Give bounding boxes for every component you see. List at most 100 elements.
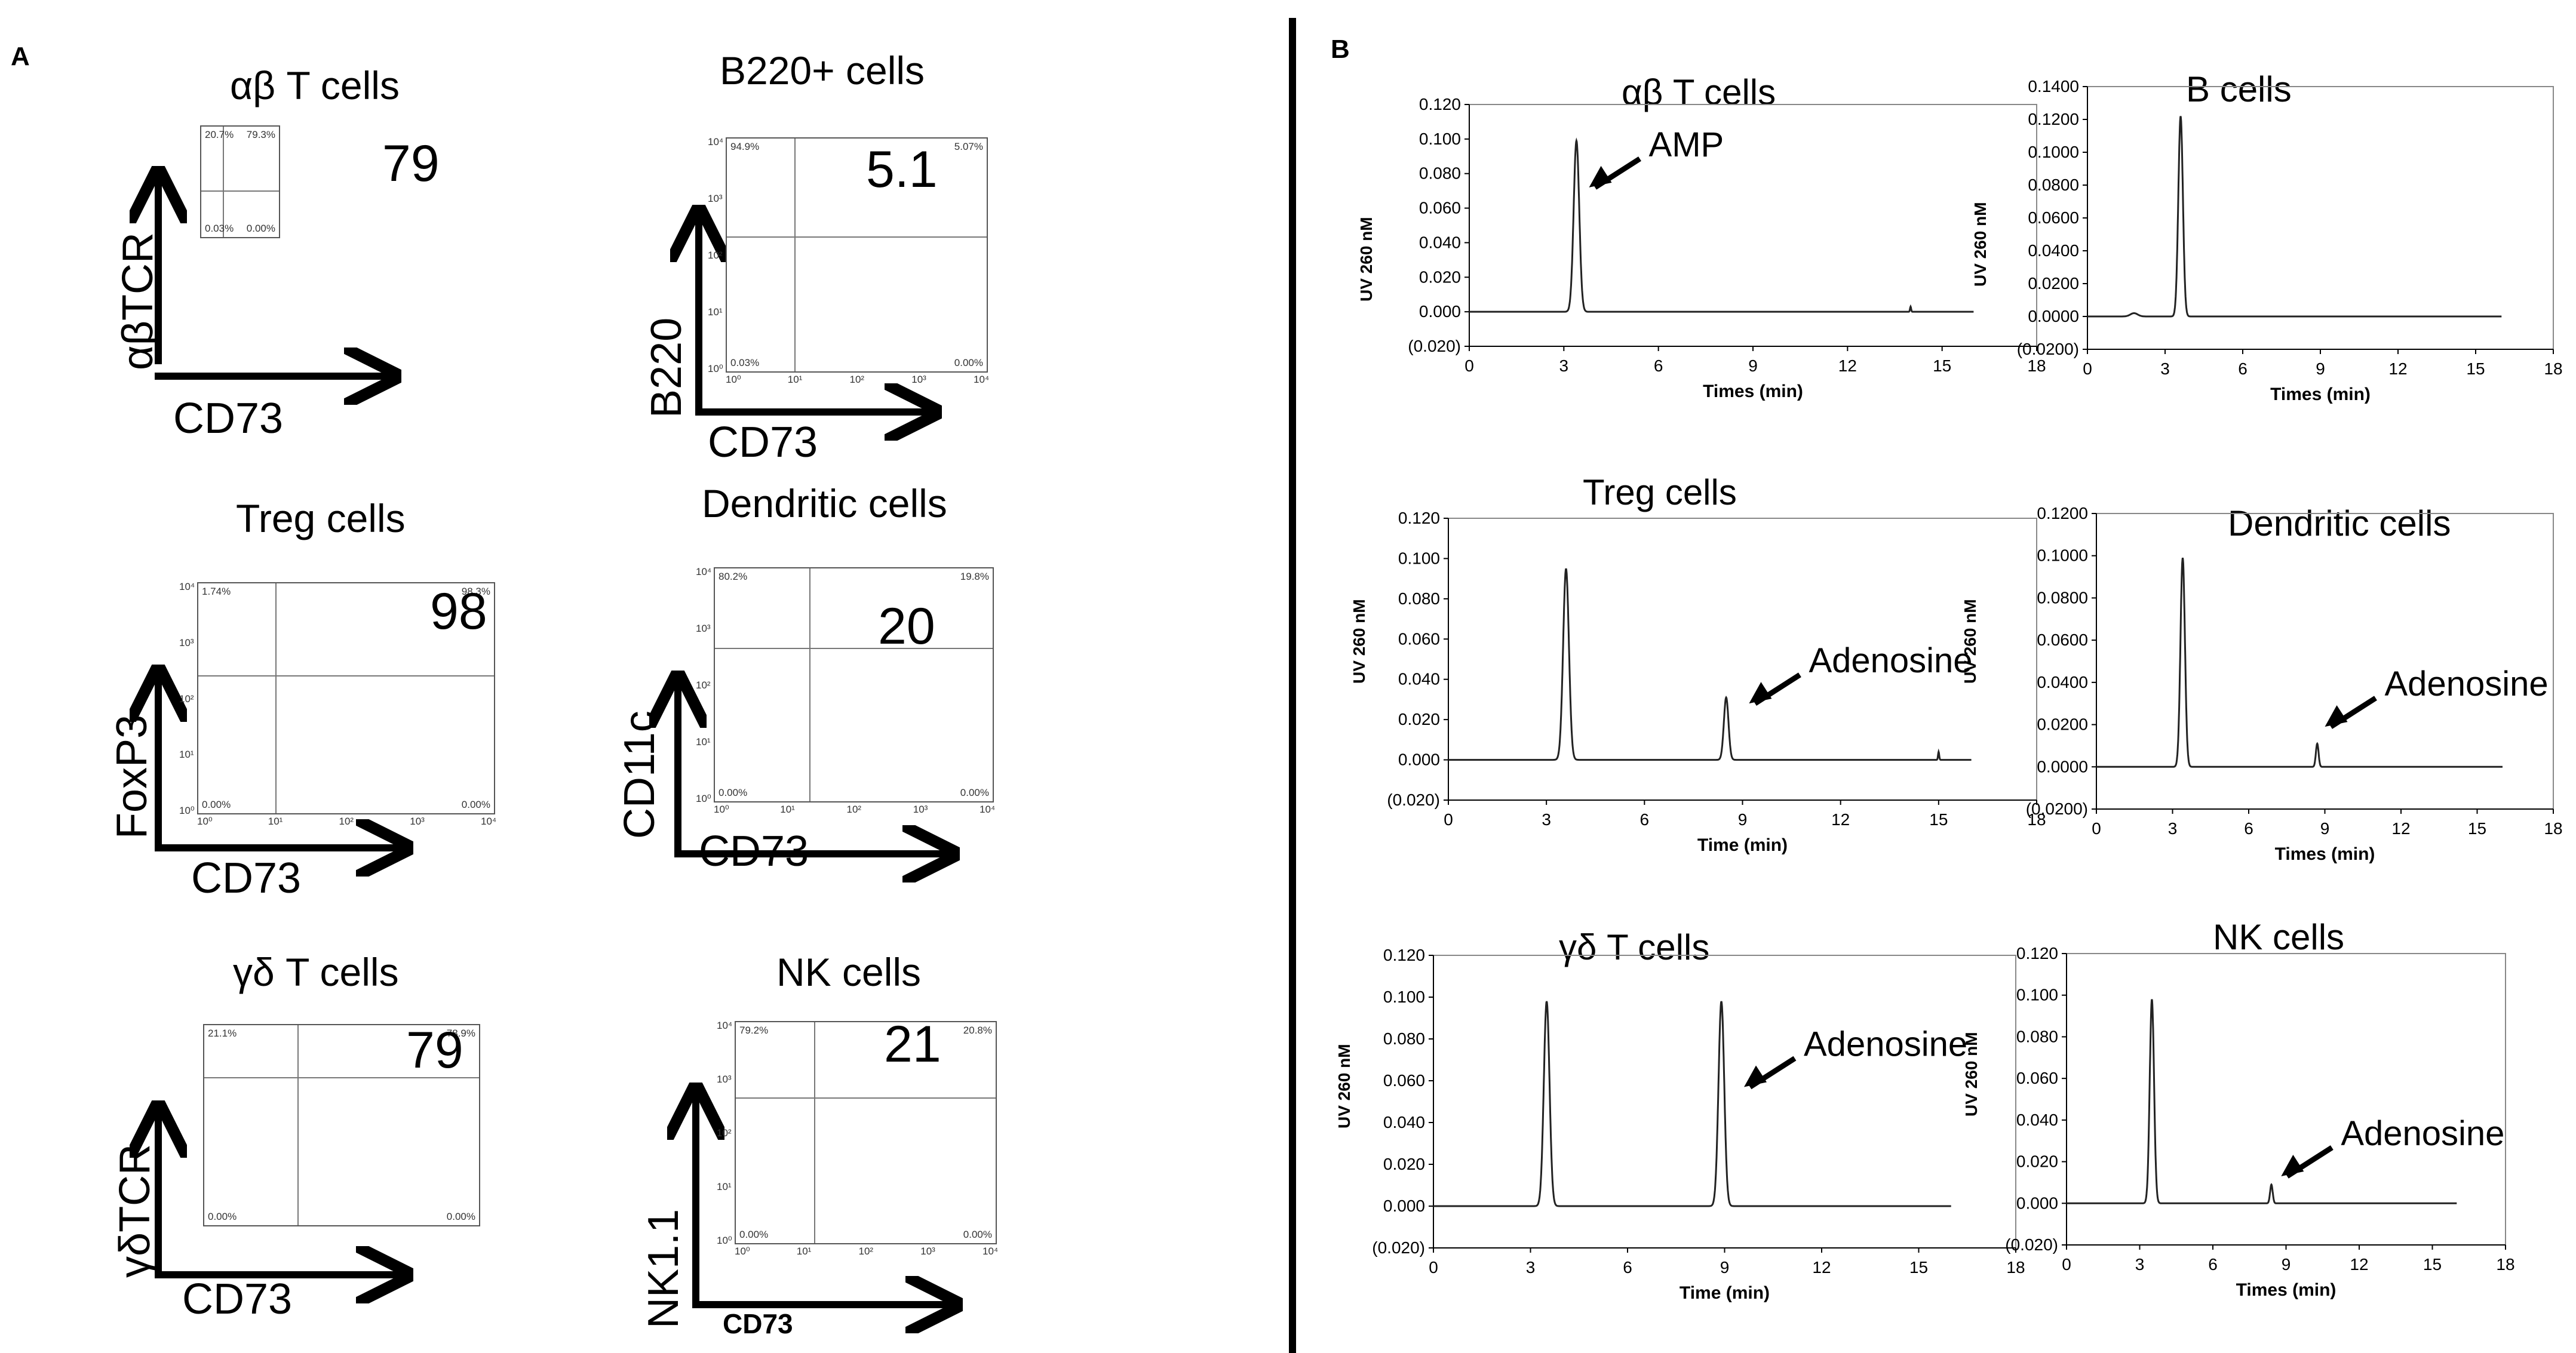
y-tick-label: 0.060 <box>1398 629 1440 648</box>
flow-x-axis-label: CD73 <box>708 419 818 466</box>
chromatogram-title: Treg cells <box>1583 472 1737 512</box>
quadrant-pct-upper-left: 80.2% <box>719 571 748 582</box>
chromatogram-plot: (0.0200) 0.0000 0.0200 0.0400 0.0600 0.0800 0.… <box>2026 504 2563 864</box>
x-tick-label: 10⁰ <box>197 816 213 827</box>
x-tick-label: 10² <box>858 1246 874 1257</box>
y-tick-label: 0.020 <box>1383 1155 1425 1173</box>
y-tick-label: 0.020 <box>1419 267 1461 286</box>
y-tick-label: 10¹ <box>696 736 711 748</box>
chromatogram-trace <box>1469 137 1974 313</box>
x-tick-label: 10² <box>846 804 862 815</box>
y-tick-label: (0.020) <box>1408 337 1461 355</box>
y-tick-label: 0.120 <box>1383 946 1425 964</box>
chromatogram-plot: (0.020) 0.000 0.020 0.040 0.060 0.080 0.100 0.1… <box>1387 509 2046 855</box>
y-tick-label: 0.120 <box>2016 944 2058 963</box>
x-tick-label: 9 <box>1748 356 1758 375</box>
quadrant-pct-upper-right: 78.9% <box>446 1028 475 1039</box>
flow-x-axis-label: CD73 <box>699 828 809 875</box>
y-tick-label: (0.020) <box>1372 1238 1425 1257</box>
x-tick-label: 3 <box>1542 810 1551 829</box>
quadrant-pct-upper-right: 19.8% <box>960 571 989 582</box>
y-tick-label: 0.080 <box>1383 1029 1425 1048</box>
chromatogram-plot: (0.020) 0.000 0.020 0.040 0.060 0.080 0.100 0.1… <box>1408 95 2046 401</box>
y-tick-label: 10³ <box>179 636 194 648</box>
quadrant-pct-lower-left: 0.00% <box>202 799 231 810</box>
flow-y-axis-label: NK1.1 <box>640 1209 687 1329</box>
x-tick-label: 10¹ <box>780 804 795 815</box>
chromatogram-plot: (0.020) 0.000 0.020 0.040 0.060 0.080 0.100 0.1… <box>2005 944 2514 1300</box>
x-tick-label: 0 <box>1429 1258 1438 1277</box>
y-tick-label: 0.040 <box>1398 670 1440 688</box>
y-tick-label: 0.080 <box>1398 589 1440 608</box>
y-tick-label: 10³ <box>717 1074 732 1085</box>
y-tick-label: 0.0200 <box>2028 274 2079 293</box>
annotation-label: Adenosine <box>1809 641 1972 680</box>
quadrant-pct-upper-left: 21.1% <box>208 1028 237 1039</box>
x-tick-label: 10⁴ <box>980 804 996 815</box>
y-tick-label: 0.1200 <box>2028 110 2079 128</box>
quadrant-horizontal-gate <box>204 1077 479 1079</box>
y-tick-label: 0.100 <box>1419 130 1461 148</box>
x-tick-label: 12 <box>2350 1255 2368 1274</box>
y-tick-label: 10⁴ <box>696 566 712 577</box>
x-tick-label: 0 <box>2083 359 2092 378</box>
quadrant-pct-lower-right: 0.00% <box>461 799 490 810</box>
chromatogram-title: γδ T cells <box>1559 927 1710 967</box>
flow-percent-value: 21 <box>884 1016 941 1073</box>
x-tick-label: 12 <box>2391 819 2410 838</box>
quadrant-horizontal-gate <box>198 675 494 676</box>
flow-panel-title: NK cells <box>776 950 922 994</box>
y-tick-label: 0.0600 <box>2028 208 2079 227</box>
y-tick-label: 10³ <box>708 193 723 204</box>
y-tick-label: 10⁰ <box>696 793 711 804</box>
y-tick-label: 0.0400 <box>2028 241 2079 260</box>
x-tick-label: 12 <box>2388 359 2407 378</box>
flow-panel-title: Dendritic cells <box>702 481 947 525</box>
y-tick-label: 0.1200 <box>2037 504 2088 522</box>
flow-plot-area: 80.2% 19.8% 0.00% 0.00% <box>714 567 994 802</box>
quadrant-horizontal-gate <box>201 190 279 192</box>
flow-panel-title: B220+ cells <box>720 48 925 93</box>
y-tick-label: 0.0000 <box>2028 307 2079 325</box>
y-tick-label: 10⁰ <box>708 363 723 374</box>
panel-divider <box>1289 18 1296 1353</box>
y-tick-label: 0.020 <box>2016 1152 2058 1171</box>
x-tick-label: 3 <box>2168 819 2178 838</box>
x-tick-label: 3 <box>2160 359 2170 378</box>
x-tick-label: 3 <box>2135 1255 2145 1274</box>
y-tick-label: (0.020) <box>2005 1235 2058 1254</box>
annotation-label: Adenosine <box>2385 665 2549 703</box>
y-tick-label: 10¹ <box>717 1181 732 1192</box>
quadrant-pct-lower-right: 0.00% <box>954 357 983 368</box>
x-tick-label: 18 <box>2006 1258 2025 1277</box>
quadrant-horizontal-gate <box>715 647 993 649</box>
flow-panel-title: αβ T cells <box>230 63 400 107</box>
y-tick-label: 0.000 <box>1419 302 1461 321</box>
y-tick-label: 10² <box>717 1127 732 1139</box>
plot-frame <box>2096 513 2554 810</box>
flow-plot-area: 79.2% 20.8% 0.00% 0.00% <box>735 1021 997 1244</box>
x-tick-label: 15 <box>1929 810 1948 829</box>
y-tick-label: (0.020) <box>1387 791 1440 809</box>
quadrant-horizontal-gate <box>736 1097 996 1099</box>
y-tick-label: 10⁴ <box>717 1020 733 1031</box>
chromatogram-x-axis-label: Times (min) <box>2236 1280 2336 1300</box>
annotation-label: Adenosine <box>1804 1025 1967 1064</box>
x-tick-label: 6 <box>1640 810 1650 829</box>
chromatogram-trace <box>2087 116 2502 318</box>
quadrant-pct-lower-left: 0.03% <box>730 357 760 368</box>
flow-plot-area: 1.74% 98.3% 0.00% 0.00% <box>197 582 495 814</box>
y-tick-label: 10² <box>696 679 711 691</box>
x-tick-label: 10² <box>849 374 865 385</box>
quadrant-pct-upper-left: 79.2% <box>739 1025 769 1036</box>
quadrant-pct-lower-right: 0.00% <box>246 223 275 234</box>
y-tick-label: 10¹ <box>179 749 194 761</box>
y-tick-label: 0.100 <box>1383 988 1425 1006</box>
y-tick-label: 0.080 <box>2016 1027 2058 1046</box>
flow-x-axis-label: CD73 <box>191 854 302 902</box>
flow-panel-title: γδ T cells <box>233 950 399 994</box>
x-tick-label: 6 <box>1654 356 1663 375</box>
x-tick-label: 6 <box>1623 1258 1632 1277</box>
x-tick-label: 10⁰ <box>726 374 741 385</box>
chromatogram-trace <box>1448 568 1972 761</box>
